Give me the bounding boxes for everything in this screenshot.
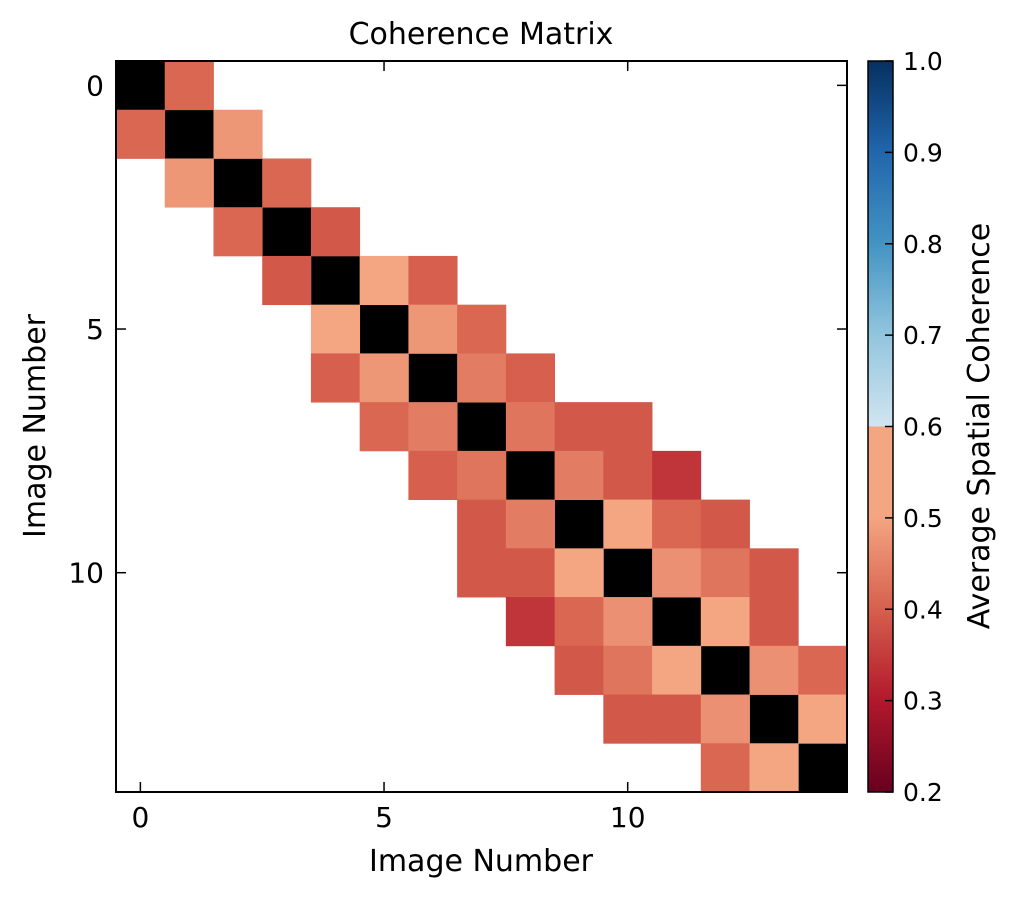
heatmap-cell [408, 304, 458, 354]
heatmap-cell [554, 548, 604, 598]
heatmap-cell [603, 694, 653, 744]
y-tick-label: 5 [86, 313, 104, 346]
heatmap-cell [749, 743, 799, 793]
colorbar-tick-label: 0.8 [903, 230, 943, 259]
heatmap-cell [603, 499, 653, 549]
colorbar-tick-label: 0.6 [903, 413, 943, 442]
heatmap-cell-diagonal [164, 109, 214, 159]
heatmap-cell [652, 450, 702, 500]
heatmap-cell [603, 402, 653, 452]
heatmap-cell [359, 255, 409, 306]
heatmap-cell [700, 743, 750, 793]
heatmap-cell [408, 402, 458, 452]
heatmap-cell [310, 207, 361, 257]
heatmap-cell-diagonal [603, 548, 653, 598]
heatmap-cell [749, 597, 799, 647]
heatmap-cell-diagonal [262, 207, 312, 257]
y-tick-label: 0 [86, 69, 104, 102]
heatmap-cell [505, 402, 555, 452]
x-tick-label: 10 [610, 801, 646, 834]
colorbar-ticks: 0.2 0.3 0.4 0.5 0.6 0.7 0.8 0.9 1.0 [885, 47, 943, 807]
colorbar-label: Average Spatial Coherence [962, 223, 997, 629]
chart-title: Coherence Matrix [349, 17, 614, 52]
heatmap-cell [798, 645, 848, 695]
heatmap-cells [116, 61, 848, 793]
colorbar-tick-label: 0.3 [903, 687, 943, 716]
heatmap-cell [262, 255, 312, 306]
heatmap-cell-diagonal [408, 353, 458, 403]
heatmap-cell [262, 158, 312, 208]
heatmap-cell-diagonal [554, 499, 604, 549]
heatmap-cell-diagonal [749, 694, 799, 744]
heatmap-cell [749, 548, 799, 598]
heatmap-cell [554, 402, 604, 452]
heatmap-cell [408, 450, 458, 500]
heatmap-cell [700, 597, 750, 647]
colorbar-tick-label: 0.2 [903, 778, 943, 807]
heatmap-cell [749, 645, 799, 695]
heatmap-cell [798, 694, 848, 744]
heatmap-cell [310, 304, 361, 354]
heatmap-cell [505, 548, 555, 598]
heatmap-cell [603, 597, 653, 647]
x-axis-label: Image Number [369, 844, 594, 879]
heatmap-cell-diagonal [700, 645, 750, 695]
heatmap-cell [457, 499, 507, 549]
heatmap-cell [700, 694, 750, 744]
heatmap-cell [652, 499, 702, 549]
x-tick-label: 0 [131, 801, 149, 834]
colorbar-tick-label: 0.5 [903, 504, 943, 533]
heatmap-cell [700, 548, 750, 598]
heatmap-cell [116, 109, 166, 159]
plot-frame [115, 60, 848, 793]
y-tick-label: 10 [68, 557, 104, 590]
colorbar-tick-label: 0.4 [903, 595, 943, 624]
heatmap-cell [603, 645, 653, 695]
heatmap-cell-diagonal [213, 158, 263, 208]
heatmap-cell [554, 597, 604, 647]
heatmap-cell [652, 548, 702, 598]
colorbar-tick-label: 0.7 [903, 321, 943, 350]
heatmap-cell-diagonal [310, 255, 361, 306]
heatmap-cell [505, 597, 555, 647]
heatmap-cell [457, 353, 507, 403]
heatmap-cell [457, 548, 507, 598]
y-axis-label: Image Number [18, 313, 53, 538]
heatmap-cell [652, 694, 702, 744]
heatmap-cell [457, 450, 507, 500]
heatmap-cell [505, 353, 555, 403]
heatmap-cell [700, 499, 750, 549]
heatmap-cell [652, 645, 702, 695]
heatmap-cell [213, 207, 263, 257]
heatmap-cell [359, 353, 409, 403]
heatmap-cell [554, 450, 604, 500]
heatmap-cell-diagonal [457, 402, 507, 452]
heatmap-cell-diagonal [652, 597, 702, 647]
heatmap-cell-diagonal [798, 743, 848, 793]
heatmap-cell [164, 158, 214, 208]
heatmap-cell [164, 61, 214, 111]
heatmap-cell-diagonal [505, 450, 555, 500]
heatmap-cell [408, 255, 458, 306]
heatmap-cell [359, 402, 409, 452]
heatmap-cell [213, 109, 263, 159]
heatmap-cell [603, 450, 653, 500]
heatmap-cell-diagonal [359, 304, 409, 354]
heatmap-cell [310, 353, 361, 403]
heatmap-cell [554, 645, 604, 695]
axis-ticks: 0 5 10 0 5 10 [68, 61, 847, 834]
heatmap-cell [457, 304, 507, 354]
heatmap-cell [505, 499, 555, 549]
colorbar-tick-label: 1.0 [903, 47, 943, 76]
x-tick-label: 5 [375, 801, 393, 834]
colorbar-tick-label: 0.9 [903, 138, 943, 167]
